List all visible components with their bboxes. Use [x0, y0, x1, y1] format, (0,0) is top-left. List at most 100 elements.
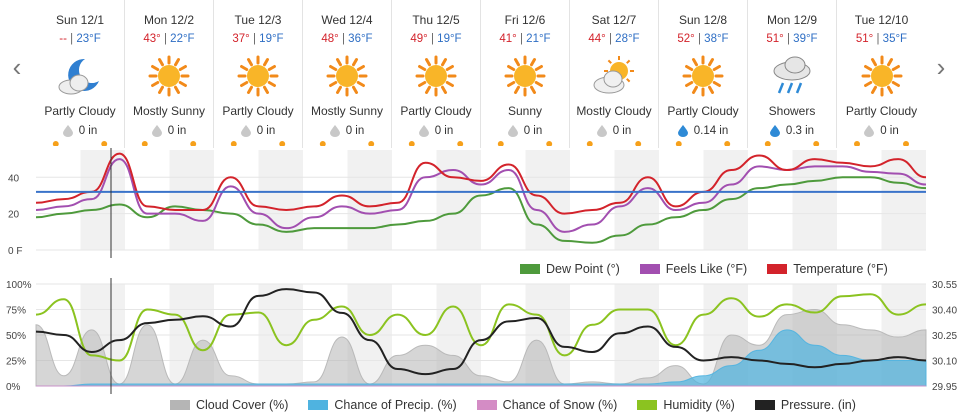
- y-tick-label: 0 F: [8, 246, 22, 257]
- precip-amount: 0 in: [570, 124, 658, 138]
- night-band: [614, 150, 659, 250]
- day-name: Mon 12/2: [143, 13, 195, 27]
- day-temps: -- | 23°F: [59, 33, 101, 45]
- condition-text: Partly Cloudy: [44, 104, 116, 118]
- raindrop-icon: [151, 125, 162, 137]
- legend-feels-like[interactable]: Feels Like (°F): [639, 262, 747, 276]
- day-forecast[interactable]: Wed 12/4 48° | 36°F Mostly Sunny 0 in: [303, 0, 392, 148]
- raindrop-icon: [240, 125, 251, 137]
- high-temp: --: [59, 33, 67, 45]
- day-forecast[interactable]: Sun 12/8 52° | 38°F Partly Cloudy 0.14 i…: [659, 0, 748, 148]
- rain-icon: [748, 55, 836, 97]
- day-name: Thu 12/5: [412, 13, 460, 27]
- y-tick-label: 40: [8, 173, 20, 184]
- precip-amount: 0 in: [125, 124, 213, 138]
- raindrop-icon: [329, 125, 340, 137]
- legend-cloud-cover[interactable]: Cloud Cover (%): [170, 398, 288, 412]
- day-forecast[interactable]: Tue 12/3 37° | 19°F Partly Cloudy 0 in: [214, 0, 303, 148]
- daily-forecast-strip: Sun 12/1 -- | 23°F Partly Cloudy 0 in Mo…: [36, 0, 926, 148]
- day-name: Wed 12/4: [321, 13, 373, 27]
- condition-text: Partly Cloudy: [667, 104, 739, 118]
- day-name: Sat 12/7: [591, 13, 637, 27]
- low-temp: 28°F: [615, 33, 640, 45]
- next-days-arrow-icon[interactable]: ›: [936, 51, 946, 82]
- day-forecast[interactable]: Mon 12/9 51° | 39°F Showers 0.3 in: [748, 0, 837, 148]
- temperature-chart-legend: Dew Point (°) Feels Like (°F) Temperatur…: [500, 260, 888, 278]
- day-forecast[interactable]: Thu 12/5 49° | 19°F Partly Cloudy 0 in: [392, 0, 481, 148]
- night-band: [436, 150, 481, 250]
- precip-chance-area: [35, 329, 927, 387]
- day-forecast[interactable]: Tue 12/10 51° | 35°F Partly Cloudy 0 in: [837, 0, 926, 148]
- day-temps: 48° | 36°F: [321, 33, 373, 45]
- legend-label: Temperature (°F): [793, 262, 888, 276]
- raindrop-icon: [596, 125, 607, 137]
- day-forecast[interactable]: Fri 12/6 41° | 21°F Sunny 0 in: [481, 0, 570, 148]
- day-forecast[interactable]: Sun 12/1 -- | 23°F Partly Cloudy 0 in: [36, 0, 125, 148]
- legend-humidity[interactable]: Humidity (%): [637, 398, 735, 412]
- raindrop-icon: [418, 125, 429, 137]
- day-name: Mon 12/9: [766, 13, 818, 27]
- sun-icon: [481, 55, 569, 97]
- legend-temperature[interactable]: Temperature (°F): [767, 262, 888, 276]
- raindrop-icon: [507, 125, 518, 137]
- condition-text: Showers: [768, 104, 816, 118]
- sunrise-sunset-markers: [497, 141, 553, 146]
- previous-days-arrow-icon[interactable]: ‹: [12, 51, 22, 82]
- high-temp: 52°: [677, 33, 695, 45]
- low-temp: 36°F: [348, 33, 373, 45]
- legend-label: Chance of Snow (%): [502, 398, 618, 412]
- series-line-0: [35, 176, 927, 244]
- day-name: Tue 12/10: [854, 13, 909, 27]
- day-name: Fri 12/6: [504, 13, 546, 27]
- day-temps: 52° | 38°F: [677, 33, 729, 45]
- day-name: Sun 12/8: [678, 13, 728, 27]
- y-tick-label-right: 30.55: [932, 280, 957, 291]
- sunrise-sunset-markers: [230, 141, 286, 146]
- y-tick-label: 20: [8, 210, 20, 221]
- sunrise-sunset-markers: [854, 141, 909, 146]
- conditions-chart-legend: Cloud Cover (%) Chance of Precip. (%) Ch…: [150, 396, 856, 414]
- day-temps: 43° | 22°F: [143, 33, 195, 45]
- legend-chance-precip[interactable]: Chance of Precip. (%): [308, 398, 457, 412]
- high-temp: 51°: [766, 33, 784, 45]
- high-temp: 51°: [855, 33, 874, 45]
- sun-icon: [303, 55, 391, 97]
- y-tick-label-left: 50%: [6, 331, 26, 342]
- y-tick-label-right: 30.40: [932, 306, 957, 317]
- night-band: [169, 150, 214, 250]
- low-temp: 19°F: [437, 33, 462, 45]
- legend-label: Humidity (%): [663, 398, 735, 412]
- raindrop-icon: [677, 125, 688, 137]
- low-temp: 22°F: [170, 33, 195, 45]
- legend-label: Dew Point (°): [546, 262, 620, 276]
- day-temps: 49° | 19°F: [410, 33, 462, 45]
- legend-label: Chance of Precip. (%): [334, 398, 457, 412]
- low-temp: 38°F: [704, 33, 729, 45]
- precip-amount: 0.14 in: [659, 124, 747, 138]
- day-forecast[interactable]: Mon 12/2 43° | 22°F Mostly Sunny 0 in: [125, 0, 214, 148]
- sunrise-sunset-markers: [586, 141, 642, 146]
- y-tick-label-right: 30.25: [932, 331, 957, 342]
- sun-icon: [392, 55, 480, 97]
- legend-pressure[interactable]: Pressure. (in): [754, 398, 856, 412]
- day-forecast[interactable]: Sat 12/7 44° | 28°F Mostly Cloudy 0 in: [570, 0, 659, 148]
- raindrop-icon: [864, 125, 875, 137]
- condition-text: Mostly Sunny: [132, 104, 206, 118]
- legend-chance-snow[interactable]: Chance of Snow (%): [476, 398, 618, 412]
- conditions-chart: 100% 30.55 75% 30.40 50% 30.25 25% 30.10 0% 29.95: [6, 278, 957, 394]
- high-temp: 48°: [321, 33, 339, 45]
- precip-amount: 0 in: [303, 124, 391, 138]
- day-temps: 41° | 21°F: [499, 33, 551, 45]
- raindrop-icon: [769, 125, 780, 137]
- sunrise-sunset-markers: [408, 141, 464, 146]
- low-temp: 35°F: [882, 33, 908, 45]
- y-tick-label-right: 30.10: [932, 357, 957, 368]
- precip-amount: 0.3 in: [748, 124, 836, 138]
- night-band: [881, 150, 926, 250]
- legend-label: Cloud Cover (%): [196, 398, 289, 412]
- precip-amount: 0 in: [392, 124, 480, 138]
- sunrise-sunset-markers: [764, 141, 820, 146]
- legend-dew-point[interactable]: Dew Point (°): [520, 262, 620, 276]
- sun-icon: [214, 55, 302, 97]
- precip-amount: 0 in: [481, 124, 569, 138]
